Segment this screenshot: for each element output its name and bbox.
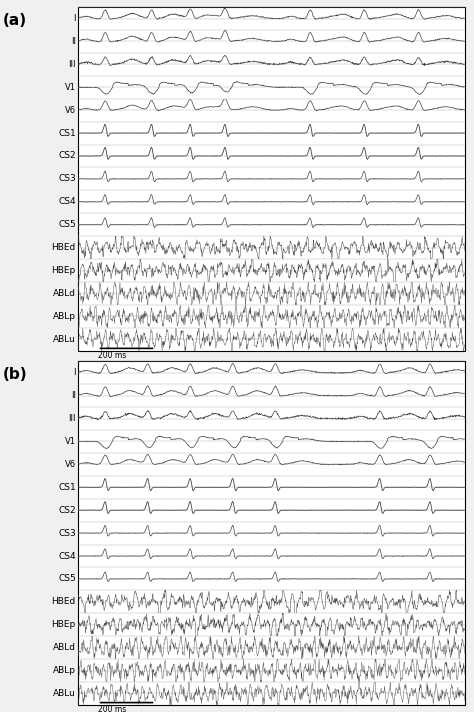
Text: CS1: CS1 [58, 483, 76, 492]
Text: (a): (a) [2, 13, 27, 28]
Text: V6: V6 [65, 460, 76, 469]
Text: V1: V1 [65, 83, 76, 92]
Text: III: III [68, 60, 76, 69]
Text: I: I [73, 368, 76, 377]
Text: CS5: CS5 [58, 575, 76, 583]
Text: CS4: CS4 [58, 552, 76, 560]
Text: ABLp: ABLp [53, 666, 76, 675]
Text: CS4: CS4 [58, 197, 76, 206]
Text: ABLp: ABLp [53, 312, 76, 321]
Text: HBEd: HBEd [52, 243, 76, 252]
Text: HBEp: HBEp [52, 266, 76, 275]
Text: CS5: CS5 [58, 220, 76, 229]
Text: CS3: CS3 [58, 528, 76, 538]
Text: 200 ms: 200 ms [98, 706, 126, 712]
Text: CS1: CS1 [58, 129, 76, 137]
Text: CS3: CS3 [58, 174, 76, 184]
Text: ABLd: ABLd [53, 643, 76, 652]
Text: ABLd: ABLd [53, 289, 76, 298]
Text: II: II [71, 37, 76, 46]
Text: 200 ms: 200 ms [98, 351, 126, 360]
Text: ABLu: ABLu [53, 335, 76, 344]
Text: CS2: CS2 [58, 506, 76, 515]
Text: HBEp: HBEp [52, 620, 76, 629]
Text: V1: V1 [65, 437, 76, 446]
Text: V6: V6 [65, 105, 76, 115]
Text: HBEd: HBEd [52, 597, 76, 607]
Text: ABLu: ABLu [53, 689, 76, 698]
Text: CS2: CS2 [58, 152, 76, 160]
Text: II: II [71, 391, 76, 400]
Text: I: I [73, 14, 76, 23]
Text: (b): (b) [2, 367, 27, 382]
Text: III: III [68, 414, 76, 423]
